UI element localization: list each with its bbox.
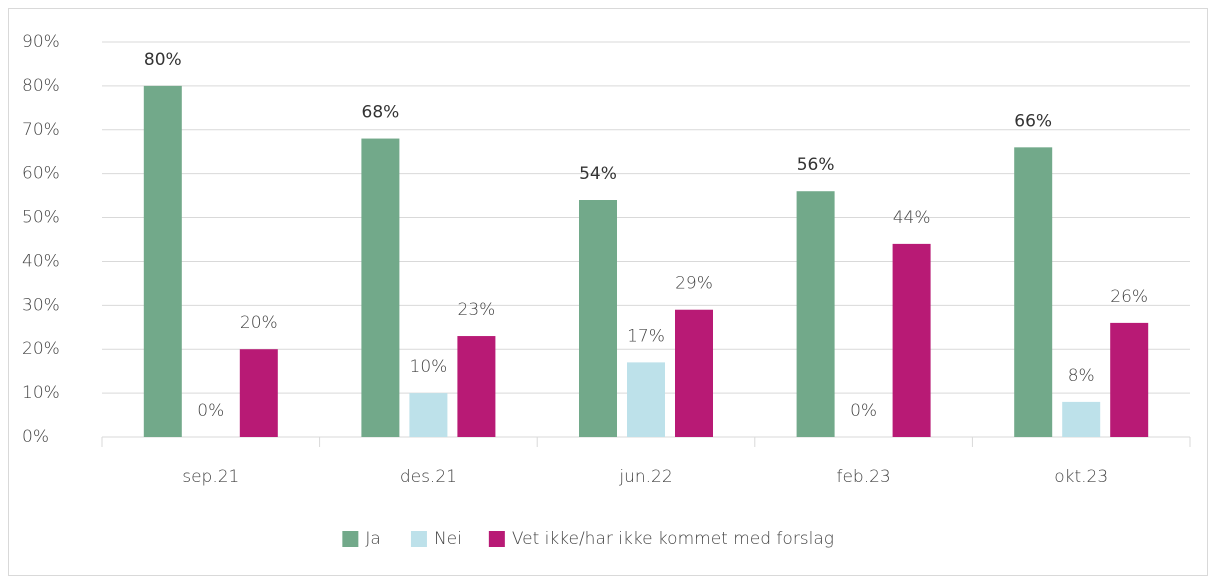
y-tick-label: 50% bbox=[22, 208, 60, 228]
data-label: 10% bbox=[410, 357, 448, 377]
data-label: 8% bbox=[1068, 366, 1095, 386]
bar bbox=[457, 336, 496, 437]
bar bbox=[239, 349, 278, 437]
y-tick-label: 90% bbox=[22, 32, 60, 52]
data-label: 26% bbox=[1110, 287, 1148, 307]
legend-swatch bbox=[488, 531, 505, 547]
bar bbox=[892, 243, 931, 437]
legend-label: Nei bbox=[434, 529, 462, 549]
bar bbox=[675, 309, 713, 437]
y-tick-label: 30% bbox=[22, 295, 60, 315]
bar bbox=[1062, 401, 1101, 437]
x-tick-label: jun.22 bbox=[618, 467, 672, 487]
data-label: 0% bbox=[197, 401, 224, 421]
x-tick-label: des.21 bbox=[400, 467, 457, 487]
data-label: 23% bbox=[458, 300, 496, 320]
bar bbox=[627, 362, 665, 437]
data-label: 66% bbox=[1014, 111, 1052, 131]
x-tick-label: sep.21 bbox=[182, 467, 239, 487]
bar bbox=[143, 85, 182, 437]
bar bbox=[361, 138, 400, 438]
y-tick-label: 20% bbox=[22, 339, 60, 359]
y-tick-label: 60% bbox=[22, 164, 60, 184]
data-label: 29% bbox=[675, 274, 713, 294]
legend-swatch bbox=[342, 531, 359, 547]
legend-label: Vet ikke/har ikke kommet med forslag bbox=[512, 529, 834, 549]
legend-swatch bbox=[410, 531, 427, 547]
data-label: 80% bbox=[144, 50, 182, 70]
bar bbox=[796, 191, 835, 437]
data-label: 56% bbox=[797, 155, 835, 175]
data-label: 44% bbox=[893, 208, 931, 228]
data-label: 0% bbox=[850, 401, 877, 421]
y-tick-label: 0% bbox=[22, 427, 49, 447]
x-tick-label: feb.23 bbox=[836, 467, 890, 487]
y-tick-label: 10% bbox=[22, 383, 60, 403]
data-label: 54% bbox=[579, 164, 617, 184]
bar bbox=[1014, 147, 1053, 438]
y-tick-label: 40% bbox=[22, 251, 60, 271]
bar bbox=[579, 200, 617, 437]
x-tick-label: okt.23 bbox=[1054, 467, 1108, 487]
data-label: 17% bbox=[627, 326, 665, 346]
y-tick-label: 80% bbox=[22, 76, 60, 96]
data-label: 68% bbox=[362, 103, 400, 123]
legend-label: Ja bbox=[365, 529, 380, 549]
data-label: 20% bbox=[240, 313, 278, 333]
bar bbox=[409, 393, 448, 437]
y-tick-label: 70% bbox=[22, 120, 60, 140]
bar bbox=[1110, 322, 1149, 437]
